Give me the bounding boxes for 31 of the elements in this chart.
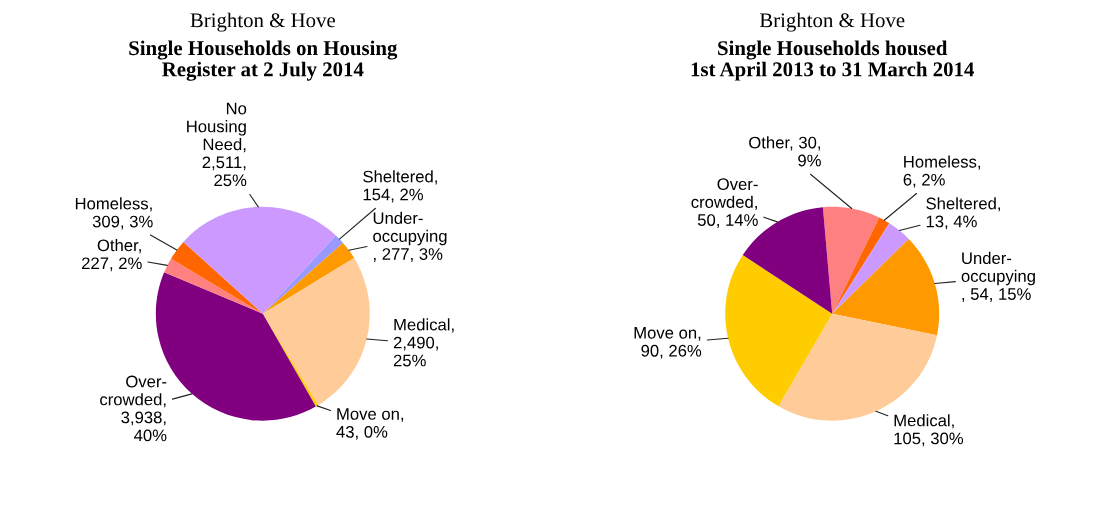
slice-label: Other, 227, 2%	[82, 238, 142, 272]
pie-slice	[262, 257, 370, 406]
pie-slice	[164, 258, 263, 314]
slice-label: Sheltered, 154, 2%	[363, 170, 437, 203]
slice-label: Homeless, 6, 2%	[903, 155, 981, 188]
slice-label: Medical, 2,490, 25%	[393, 318, 454, 367]
pie-slice	[832, 238, 940, 336]
chart-title: Single Households housed 1st April 2013 to 31 March 2014	[691, 40, 974, 81]
pie-slice	[171, 241, 263, 314]
chart-title: Single Households on Housing Register at 2 July 2014	[129, 40, 398, 81]
slice-label: Homeless, 309, 3%	[75, 197, 153, 230]
slice-label: Over- crowded, 50, 14%	[691, 178, 758, 228]
data-label: , 277, 3%	[374, 248, 443, 262]
slice-label: Other, 30, 9%	[749, 136, 821, 167]
slice-label: Under- occupying	[961, 251, 1035, 286]
pie-slice	[832, 217, 890, 314]
slice-label: Sheltered, 13, 4%	[926, 197, 1000, 230]
data-label: , 54, 15%	[962, 288, 1031, 302]
chart-subtitle: Brighton & Hove	[190, 12, 335, 32]
pie-slice	[725, 255, 833, 407]
slice-label: No Housing Need, 2,511, 25%	[187, 102, 247, 187]
slice-label: Over- crowded, 3,938, 40%	[100, 375, 167, 442]
slice-label: Move on, 43, 0%	[336, 408, 404, 440]
slice-label: Under- occupying	[373, 211, 447, 246]
slice-label: Move on, 90, 26%	[634, 327, 702, 359]
chart-subtitle: Brighton & Hove	[759, 12, 905, 32]
slice-label: Medical, 105, 30%	[894, 414, 964, 447]
pie-slice	[822, 206, 880, 314]
pie-slice	[262, 242, 355, 314]
pie-slice	[832, 223, 909, 314]
pie-slice	[183, 206, 336, 314]
